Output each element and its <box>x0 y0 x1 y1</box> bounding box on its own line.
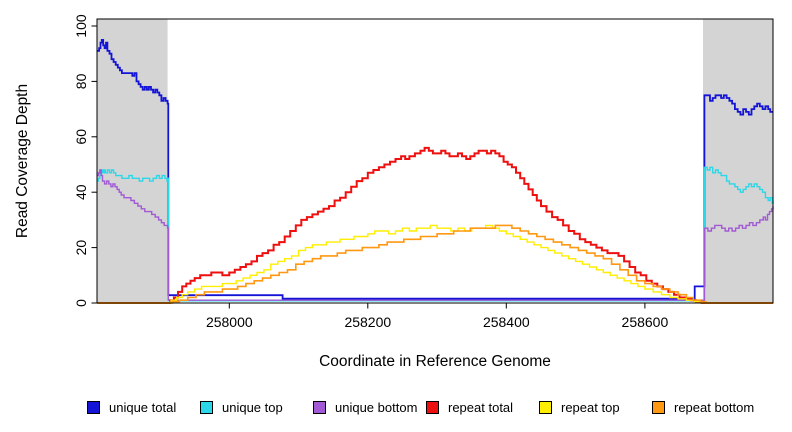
x-tick-label: 258000 <box>206 314 253 330</box>
shaded-region <box>97 19 168 303</box>
y-tick-label: 20 <box>73 240 89 256</box>
y-tick-label: 0 <box>73 299 89 307</box>
series-line-unique-bottom <box>97 169 774 301</box>
legend-label: unique top <box>222 399 283 415</box>
legend-item-repeat-total: repeat total <box>426 399 539 415</box>
legend-swatch-unique-total <box>87 400 100 414</box>
legend-item-unique-top: unique top <box>200 399 313 415</box>
series-line-unique-total <box>97 39 773 300</box>
y-tick-label: 60 <box>73 129 89 145</box>
legend-item-unique-total: unique total <box>87 399 200 415</box>
legend-label: unique total <box>109 399 177 415</box>
legend-label: unique bottom <box>335 399 418 415</box>
legend-label: repeat top <box>561 399 620 415</box>
plot-border <box>96 18 774 304</box>
legend-label: repeat bottom <box>674 399 755 415</box>
legend-swatch-repeat-bottom <box>652 400 665 414</box>
legend-swatch-unique-top <box>200 400 213 414</box>
series-line-repeat-total <box>97 146 773 304</box>
x-tick-label: 258600 <box>622 314 669 330</box>
legend: unique total unique top unique bottom re… <box>87 399 765 415</box>
legend-label: repeat total <box>448 399 514 415</box>
legend-item-unique-bottom: unique bottom <box>313 399 426 415</box>
x-axis-label: Coordinate in Reference Genome <box>319 353 551 370</box>
shaded-region <box>703 19 773 303</box>
coverage-chart: 258000 258200 258400 258600 0 20 40 60 80 100 Coor… <box>14 14 774 370</box>
y-tick-label: 40 <box>73 184 89 200</box>
x-tick-label: 258400 <box>483 314 530 330</box>
y-axis-label: Read Coverage Depth <box>14 84 31 238</box>
legend-swatch-unique-bottom <box>313 400 326 414</box>
y-tick-label: 80 <box>73 73 89 89</box>
legend-swatch-repeat-total <box>426 400 439 414</box>
x-tick-label: 258200 <box>344 314 391 330</box>
y-tick-label: 100 <box>73 14 89 38</box>
legend-item-repeat-top: repeat top <box>539 399 652 415</box>
legend-item-repeat-bottom: repeat bottom <box>652 399 765 415</box>
series-line-unique-top <box>97 166 774 302</box>
series-line-repeat-bottom <box>97 224 773 304</box>
legend-swatch-repeat-top <box>539 400 552 414</box>
series-line-repeat-top <box>97 224 773 304</box>
